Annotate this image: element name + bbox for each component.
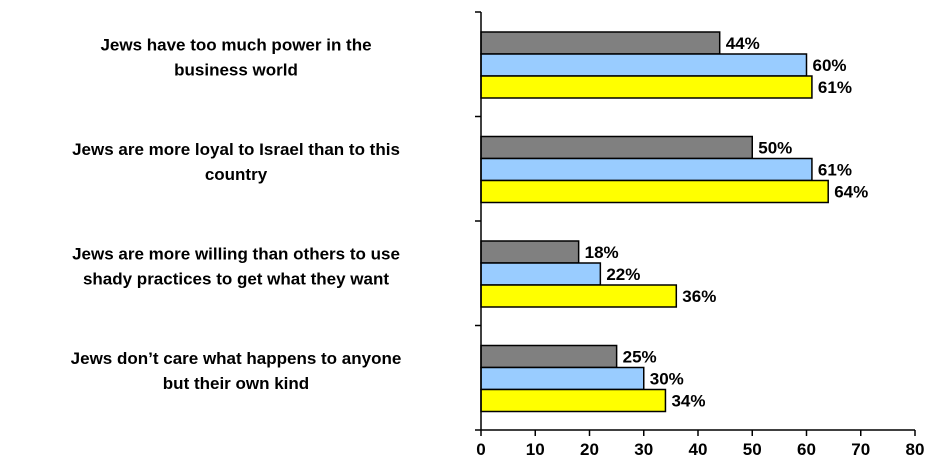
bar-s1-c2 <box>480 262 602 286</box>
value-label-s2-c3: 34% <box>671 392 705 411</box>
category-label-1-line-1: country <box>205 165 268 184</box>
category-label-2-line-1: shady practices to get what they want <box>83 270 389 289</box>
category-label-2-line-0: Jews are more willing than others to use <box>72 245 400 264</box>
bar-s2-c0 <box>480 75 813 99</box>
category-label-1-line-0: Jews are more loyal to Israel than to th… <box>72 140 400 159</box>
value-label-s0-c2: 18% <box>585 243 619 262</box>
category-label-3-line-0: Jews don’t care what happens to anyone <box>71 349 402 368</box>
value-label-s1-c1: 61% <box>818 161 852 180</box>
value-label-s1-c0: 60% <box>813 56 847 75</box>
value-label-s2-c2: 36% <box>682 287 716 306</box>
x-tick-label-7: 70 <box>851 440 870 459</box>
x-tick-label-0: 0 <box>476 440 485 459</box>
bar-s0-c0 <box>480 31 721 55</box>
x-tick-label-6: 60 <box>797 440 816 459</box>
bar-s2-c3 <box>480 388 667 413</box>
category-label-0-line-0: Jews have too much power in the <box>100 36 371 55</box>
axes-layer <box>475 11 916 436</box>
bar-s0-c2 <box>480 240 580 264</box>
bar-s2-c1 <box>480 179 829 204</box>
x-tick-label-3: 30 <box>634 440 653 459</box>
bar-s0-c1 <box>480 135 753 160</box>
labels-layer: 44% 60% 61% Jews have too much power in the… <box>71 34 925 459</box>
value-label-s0-c3: 25% <box>623 348 657 367</box>
x-tick-label-2: 20 <box>580 440 599 459</box>
category-label-0-line-1: business world <box>174 61 298 80</box>
value-label-s1-c3: 30% <box>650 370 684 389</box>
bar-s1-c1 <box>480 157 813 182</box>
x-tick-label-4: 40 <box>689 440 708 459</box>
bar-s1-c0 <box>480 53 808 77</box>
bar-s0-c3 <box>480 344 618 369</box>
value-label-s1-c2: 22% <box>606 265 640 284</box>
x-tick-label-5: 50 <box>743 440 762 459</box>
category-label-3-line-1: but their own kind <box>163 374 309 393</box>
value-label-s0-c0: 44% <box>726 34 760 53</box>
bar-s1-c3 <box>480 366 645 391</box>
x-tick-label-8: 80 <box>906 440 925 459</box>
bar-s2-c2 <box>480 284 678 308</box>
value-label-s2-c1: 64% <box>834 183 868 202</box>
value-label-s0-c1: 50% <box>758 139 792 158</box>
x-tick-label-1: 10 <box>526 440 545 459</box>
value-label-s2-c0: 61% <box>818 78 852 97</box>
